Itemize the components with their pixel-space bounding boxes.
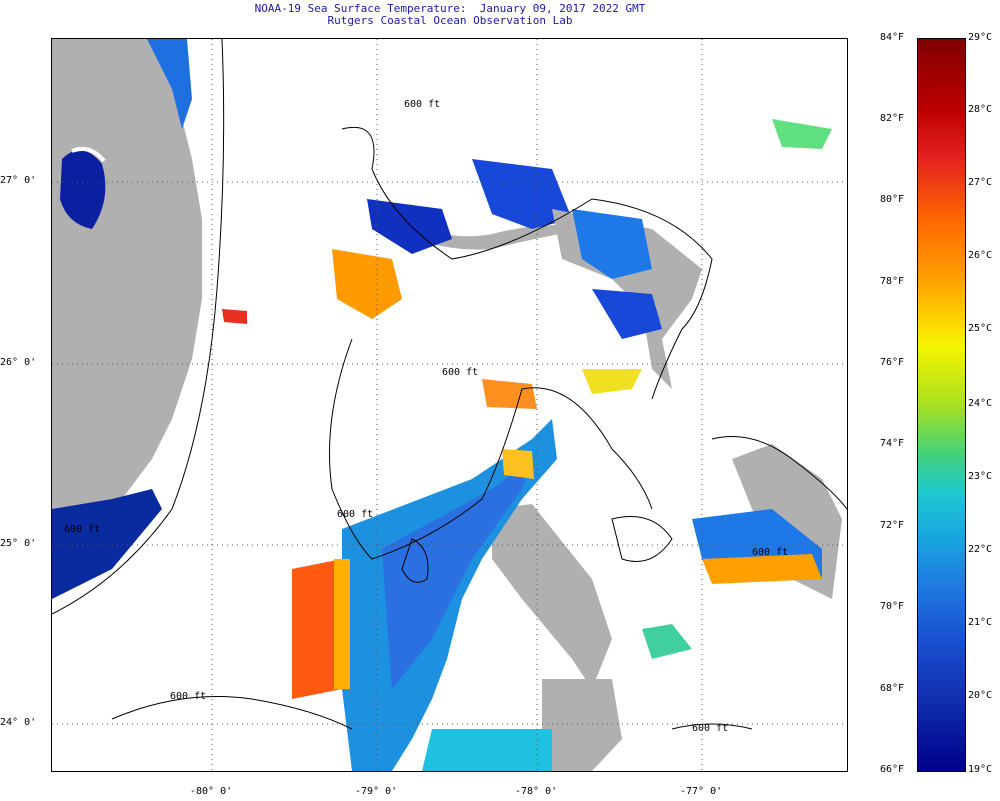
lat-label-26: 26° 0' <box>0 357 37 368</box>
warm-speck-2 <box>502 449 534 479</box>
cbar-c-label: 21°C <box>968 617 993 628</box>
cbar-c-label: 26°C <box>968 250 993 261</box>
sst-map: 600 ft 600 ft 600 ft 600 ft 600 ft 600 f… <box>51 38 848 772</box>
graticule <box>52 39 847 771</box>
cbar-f-label: 84°F <box>880 32 905 43</box>
north-shelf-warm <box>482 379 537 409</box>
cbar-f-label: 74°F <box>880 438 905 449</box>
contour-label: 600 ft <box>170 691 207 702</box>
contour-label: 600 ft <box>692 723 729 734</box>
warm-speck-3 <box>702 554 822 584</box>
contour-label: 600 ft <box>752 547 789 558</box>
cbar-c-label: 25°C <box>968 323 993 334</box>
lon-label-80: -80° 0' <box>190 786 233 797</box>
lat-label-27: 27° 0' <box>0 175 37 186</box>
warm-speck-1 <box>222 309 247 324</box>
cbar-f-label: 82°F <box>880 113 905 124</box>
cbar-c-label: 22°C <box>968 544 993 555</box>
cbar-c-label: 28°C <box>968 104 993 115</box>
cbar-f-label: 66°F <box>880 764 905 775</box>
lake-okeechobee <box>60 150 106 229</box>
gulf-stream-warm-edge <box>334 559 350 689</box>
cbar-c-label: 23°C <box>968 471 993 482</box>
lon-label-79: -79° 0' <box>355 786 398 797</box>
contour-label: 600 ft <box>64 524 101 535</box>
cbar-c-label: 29°C <box>968 32 993 43</box>
tongue-cool-south <box>422 729 552 771</box>
cbar-c-label: 27°C <box>968 177 993 188</box>
andros-south <box>542 679 622 771</box>
contour-label: 600 ft <box>442 367 479 378</box>
contour-label: 600 ft <box>404 99 441 110</box>
bank-cool-inner <box>382 459 532 689</box>
lake-ring <box>71 147 106 163</box>
cbar-f-label: 78°F <box>880 276 905 287</box>
lon-label-78: -78° 0' <box>515 786 558 797</box>
cbar-f-label: 72°F <box>880 520 905 531</box>
lon-label-77: -77° 0' <box>680 786 723 797</box>
abaco-cold <box>572 209 652 279</box>
lat-label-24: 24° 0' <box>0 717 37 728</box>
map-subtitle: Rutgers Coastal Ocean Observation Lab <box>327 14 573 27</box>
green-patch-2 <box>772 119 832 149</box>
cbar-f-label: 80°F <box>880 194 905 205</box>
depth-contours <box>52 39 847 730</box>
contour-label: 600 ft <box>337 509 374 520</box>
andros-land <box>492 504 612 689</box>
keys-cold <box>52 489 162 599</box>
green-patch <box>642 624 692 659</box>
florida-coast-cold <box>147 39 192 129</box>
grand-bahama-cold <box>367 199 452 254</box>
lat-label-25: 25° 0' <box>0 538 37 549</box>
title-block: NOAA-19 Sea Surface Temperature: January… <box>0 3 900 27</box>
little-bahama-cold <box>472 159 572 229</box>
yellow-patch <box>582 369 642 394</box>
gulf-stream-warm <box>292 559 342 699</box>
cbar-f-label: 76°F <box>880 357 905 368</box>
cbar-c-label: 24°C <box>968 398 993 409</box>
north-warm-patch <box>332 249 402 319</box>
temperature-colorbar <box>917 38 966 772</box>
cbar-f-label: 70°F <box>880 601 905 612</box>
map-title: NOAA-19 Sea Surface Temperature: January… <box>254 2 646 15</box>
sst-map-canvas <box>52 39 847 771</box>
cbar-c-label: 20°C <box>968 690 993 701</box>
cbar-c-label: 19°C <box>968 764 993 775</box>
cbar-f-label: 68°F <box>880 683 905 694</box>
abaco-cold-2 <box>592 289 662 339</box>
